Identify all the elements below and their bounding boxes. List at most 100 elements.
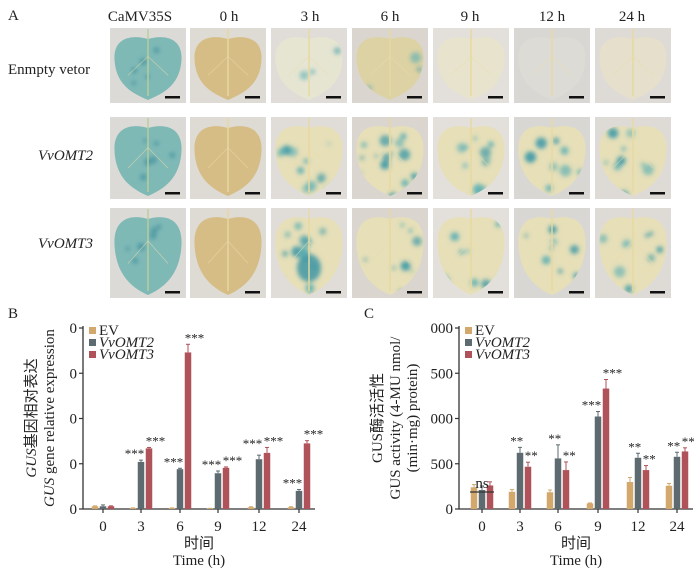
bar-vvomt2 (214, 473, 222, 509)
significance-label: *** (202, 457, 222, 472)
x-tick-label: 24 (670, 519, 686, 535)
x-tick-label: 6 (554, 519, 562, 535)
legend-label: EV (475, 323, 495, 339)
significance-label: ** (667, 438, 680, 453)
significance-label: *** (146, 433, 166, 448)
y-tick-label: 0 (70, 366, 78, 382)
significance-label: ** (628, 439, 641, 454)
legend-swatch (89, 339, 96, 346)
bar-vvomt2 (255, 459, 263, 509)
leaf-image (514, 28, 590, 103)
scale-bar (488, 192, 503, 195)
y-axis-label-units: (min·mg) protein) (405, 364, 421, 473)
leaf-image (352, 28, 428, 103)
x-tick-label: 24 (292, 519, 308, 535)
bar-vvomt3 (145, 448, 153, 509)
scale-bar (569, 291, 584, 294)
y-tick-label: 0 (70, 502, 78, 518)
x-tick-label: 0 (99, 519, 107, 535)
legend-swatch (465, 327, 472, 334)
bar-vvomt2 (137, 461, 145, 509)
y-tick-label: 0 (70, 412, 78, 428)
x-tick-label: 0 (478, 519, 486, 535)
scale-bar (650, 192, 665, 195)
legend-label: VvOMT2 (475, 335, 530, 351)
significance-label: ** (525, 448, 538, 463)
leaf-image (271, 208, 347, 298)
column-header: 12 h (539, 9, 566, 25)
leaf-image (595, 208, 671, 298)
column-header: 9 h (461, 9, 480, 25)
leaf-image (110, 208, 186, 298)
bar-vvomt2 (99, 506, 107, 509)
bar-ev (508, 491, 516, 509)
x-tick-label: 3 (137, 519, 145, 535)
y-tick-label: 0 (446, 502, 454, 518)
significance-label: *** (264, 433, 284, 448)
scale-bar (650, 291, 665, 294)
y-axis-label: GUS gene relative expression (42, 329, 58, 507)
x-axis-label-cn: 时间 (561, 535, 591, 552)
significance-label: ** (682, 434, 695, 449)
column-header: CaMV35S (108, 9, 172, 25)
scale-bar (245, 192, 260, 195)
gus-stain-spots (299, 47, 341, 80)
significance-label: *** (125, 446, 145, 461)
bar-vvomt3 (642, 470, 650, 509)
legend-swatch (465, 351, 472, 358)
bar-ev (129, 508, 137, 509)
x-axis-label-cn: 时间 (184, 535, 214, 552)
x-tick-label: 12 (631, 519, 646, 535)
bar-ev (91, 506, 99, 509)
leaf-image (190, 28, 266, 103)
significance-label: *** (185, 330, 205, 345)
scale-bar (326, 96, 341, 99)
leaf-image (595, 117, 671, 199)
bar-vvomt3 (562, 470, 570, 509)
leaf-image (595, 28, 671, 103)
y-axis-label: GUS activity (4-MU nmol/ (388, 336, 404, 500)
row-label: VvOMT2 (38, 148, 93, 164)
column-header: 6 h (381, 9, 400, 25)
x-tick-label: 9 (594, 519, 602, 535)
significance-label: *** (283, 476, 303, 491)
panel-label: B (8, 306, 18, 322)
bar-vvomt3 (486, 485, 494, 509)
bar-vvomt3 (602, 388, 610, 509)
scale-bar (407, 96, 422, 99)
leaf-image (433, 117, 509, 199)
bar-ev (168, 508, 176, 509)
scale-bar (165, 96, 180, 99)
bar-vvomt3 (524, 466, 532, 509)
scale-bar (326, 291, 341, 294)
column-header: 0 h (220, 9, 239, 25)
leaf-image (190, 117, 266, 199)
y-axis-label-cn-text: 基因相对表达 (23, 358, 40, 448)
bar-vvomt2 (634, 457, 642, 509)
leaf-image (433, 208, 509, 298)
significance-label: *** (603, 365, 623, 380)
bar-vvomt3 (222, 467, 230, 509)
bar-ev (287, 507, 295, 509)
bar-vvomt2 (176, 469, 184, 509)
scale-bar (650, 96, 665, 99)
y-tick-label: 000 (431, 412, 454, 428)
bar-ev (665, 485, 673, 509)
legend-swatch (89, 351, 96, 358)
leaf-image (271, 28, 347, 103)
bar-vvomt2 (673, 456, 681, 509)
bar-vvomt2 (295, 490, 303, 509)
y-tick-label: 500 (431, 457, 454, 473)
bar-vvomt3 (107, 506, 115, 509)
scale-bar (569, 96, 584, 99)
bar-vvomt2 (478, 489, 486, 509)
leaf-image (271, 117, 347, 199)
bar-vvomt2 (594, 416, 602, 509)
x-tick-label: 9 (214, 519, 222, 535)
leaf-image (190, 208, 266, 298)
significance-label: *** (243, 436, 263, 451)
legend-swatch (465, 339, 472, 346)
leaf-image (110, 28, 186, 103)
